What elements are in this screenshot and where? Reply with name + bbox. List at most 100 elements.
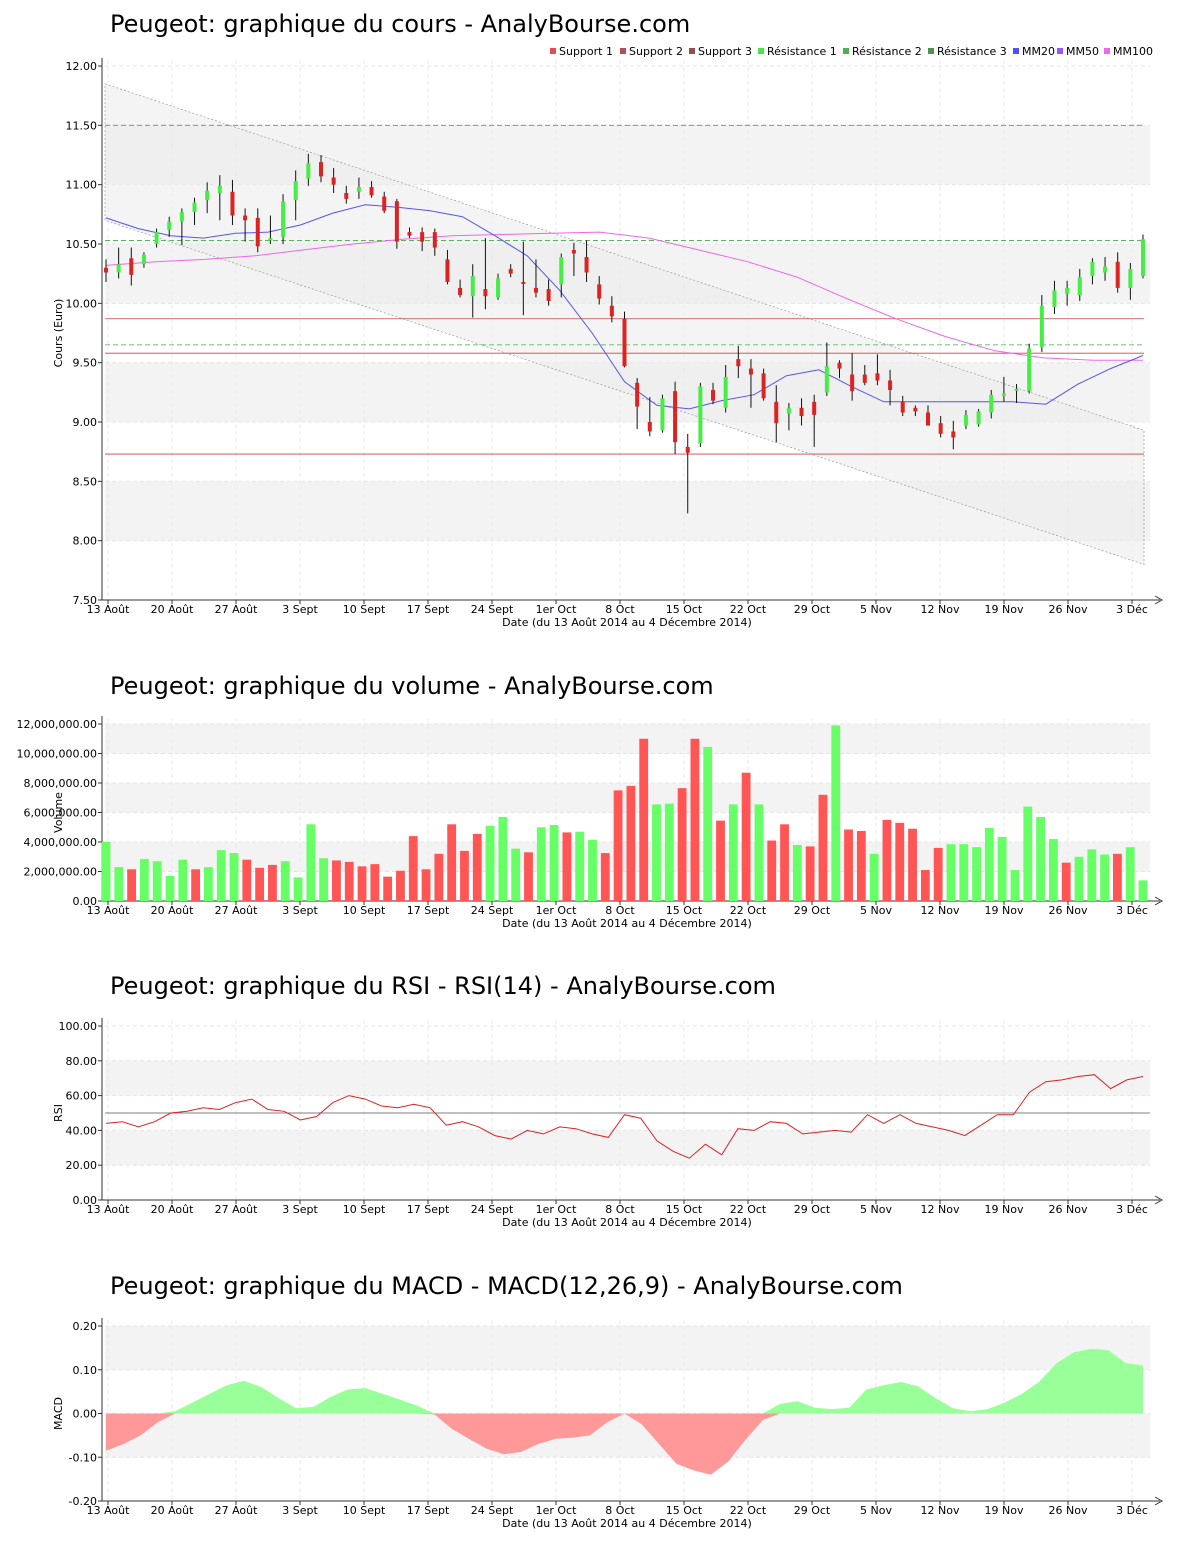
y-tick-label: 10.50 — [66, 238, 98, 251]
x-axis-arrow — [1154, 896, 1164, 906]
candle-body — [141, 254, 146, 265]
candle-body — [812, 401, 817, 415]
candle — [976, 408, 981, 427]
candle-body — [622, 318, 627, 367]
candle — [243, 208, 248, 242]
y-tick-label: 0.00 — [73, 1408, 98, 1421]
x-tick-label: 13 Août — [87, 603, 131, 616]
volume-bar — [844, 829, 853, 901]
candle-body — [926, 412, 931, 426]
x-tick-label: 12 Nov — [921, 603, 960, 616]
candle — [647, 397, 652, 437]
legend-swatch — [1013, 48, 1019, 54]
candle-body — [167, 221, 172, 230]
volume-bar — [511, 848, 521, 901]
candle — [837, 360, 842, 379]
legend-label: MM50 — [1066, 45, 1099, 58]
candle — [559, 253, 564, 298]
legend-swatch — [843, 48, 849, 54]
volume-bar — [383, 876, 393, 901]
grid-band — [105, 1078, 1150, 1096]
candle-body — [1103, 266, 1108, 273]
candle — [167, 216, 172, 237]
candle — [394, 198, 399, 249]
candle — [306, 153, 311, 186]
x-tick-label: 1er Oct — [536, 1203, 577, 1216]
candle — [483, 238, 488, 310]
x-tick-label: 20 Août — [151, 1203, 195, 1216]
candle-body — [369, 187, 374, 196]
candle — [1090, 258, 1095, 285]
candle — [179, 208, 184, 246]
volume-bar — [831, 725, 841, 901]
grid-band — [105, 724, 1150, 754]
volume-bar — [408, 836, 418, 901]
volume-bar — [421, 869, 431, 901]
volume-bar — [652, 804, 661, 901]
candle-body — [179, 211, 184, 222]
volume-bar — [242, 859, 252, 901]
volume-chart-title: Peugeot: graphique du volume - AnalyBour… — [110, 672, 714, 700]
x-tick-label: 19 Nov — [985, 1504, 1024, 1517]
x-tick-label: 8 Oct — [605, 603, 635, 616]
candle-body — [293, 181, 298, 201]
x-tick-label: 19 Nov — [985, 1203, 1024, 1216]
volume-bar — [357, 866, 367, 901]
y-tick-label: 2,000,000.00 — [24, 866, 97, 879]
y-tick-label: 11.50 — [66, 119, 98, 132]
volume-bar — [101, 842, 111, 901]
candle — [723, 365, 728, 413]
y-axis-title: Volume — [52, 792, 65, 833]
candle — [281, 194, 286, 244]
x-tick-label: 26 Nov — [1049, 1203, 1088, 1216]
candle-body — [786, 407, 791, 414]
rsi-chart-title: Peugeot: graphique du RSI - RSI(14) - An… — [110, 972, 776, 1000]
candle-body — [382, 196, 387, 211]
x-tick-label: 26 Nov — [1049, 904, 1088, 917]
volume-bar — [293, 877, 303, 901]
x-tick-label: 3 Déc — [1116, 603, 1148, 616]
candle — [445, 249, 450, 285]
candle-body — [963, 414, 968, 426]
y-tick-label: 10.00 — [66, 297, 98, 310]
volume-bar — [165, 875, 175, 901]
candle-body — [268, 238, 273, 241]
x-tick-label: 26 Nov — [1049, 603, 1088, 616]
x-tick-label: 29 Oct — [794, 1504, 831, 1517]
candle — [356, 177, 361, 199]
x-tick-label: 3 Déc — [1116, 1203, 1148, 1216]
x-tick-label: 15 Oct — [666, 904, 703, 917]
volume-bar — [664, 803, 674, 901]
volume-bar — [485, 825, 495, 901]
x-axis-arrow — [1154, 595, 1164, 605]
volume-bar — [703, 746, 713, 901]
candle — [141, 252, 146, 268]
x-tick-label: 8 Oct — [605, 1203, 635, 1216]
candle — [293, 170, 298, 221]
candle — [116, 247, 121, 279]
candle — [344, 185, 349, 204]
volume-bar — [204, 867, 213, 901]
candle-body — [647, 422, 652, 432]
candle-body — [458, 287, 463, 296]
legend-label: Support 1 — [559, 45, 613, 58]
y-tick-label: 8.50 — [73, 475, 98, 488]
volume-bar — [1100, 854, 1109, 901]
candle — [407, 227, 412, 239]
candle-body — [1039, 305, 1044, 348]
candle — [1052, 280, 1057, 315]
candle — [799, 398, 804, 426]
candle — [584, 240, 589, 282]
legend-swatch — [1104, 48, 1110, 54]
candle-body — [711, 389, 716, 401]
volume-bar — [114, 867, 124, 901]
volume-bar — [447, 824, 457, 901]
candle — [230, 179, 235, 226]
candle — [496, 273, 501, 300]
candle — [318, 155, 323, 183]
volume-bar — [741, 772, 751, 901]
candle — [571, 242, 576, 277]
candle-body — [154, 232, 159, 244]
volume-bar — [869, 853, 879, 901]
candle — [1115, 252, 1120, 293]
